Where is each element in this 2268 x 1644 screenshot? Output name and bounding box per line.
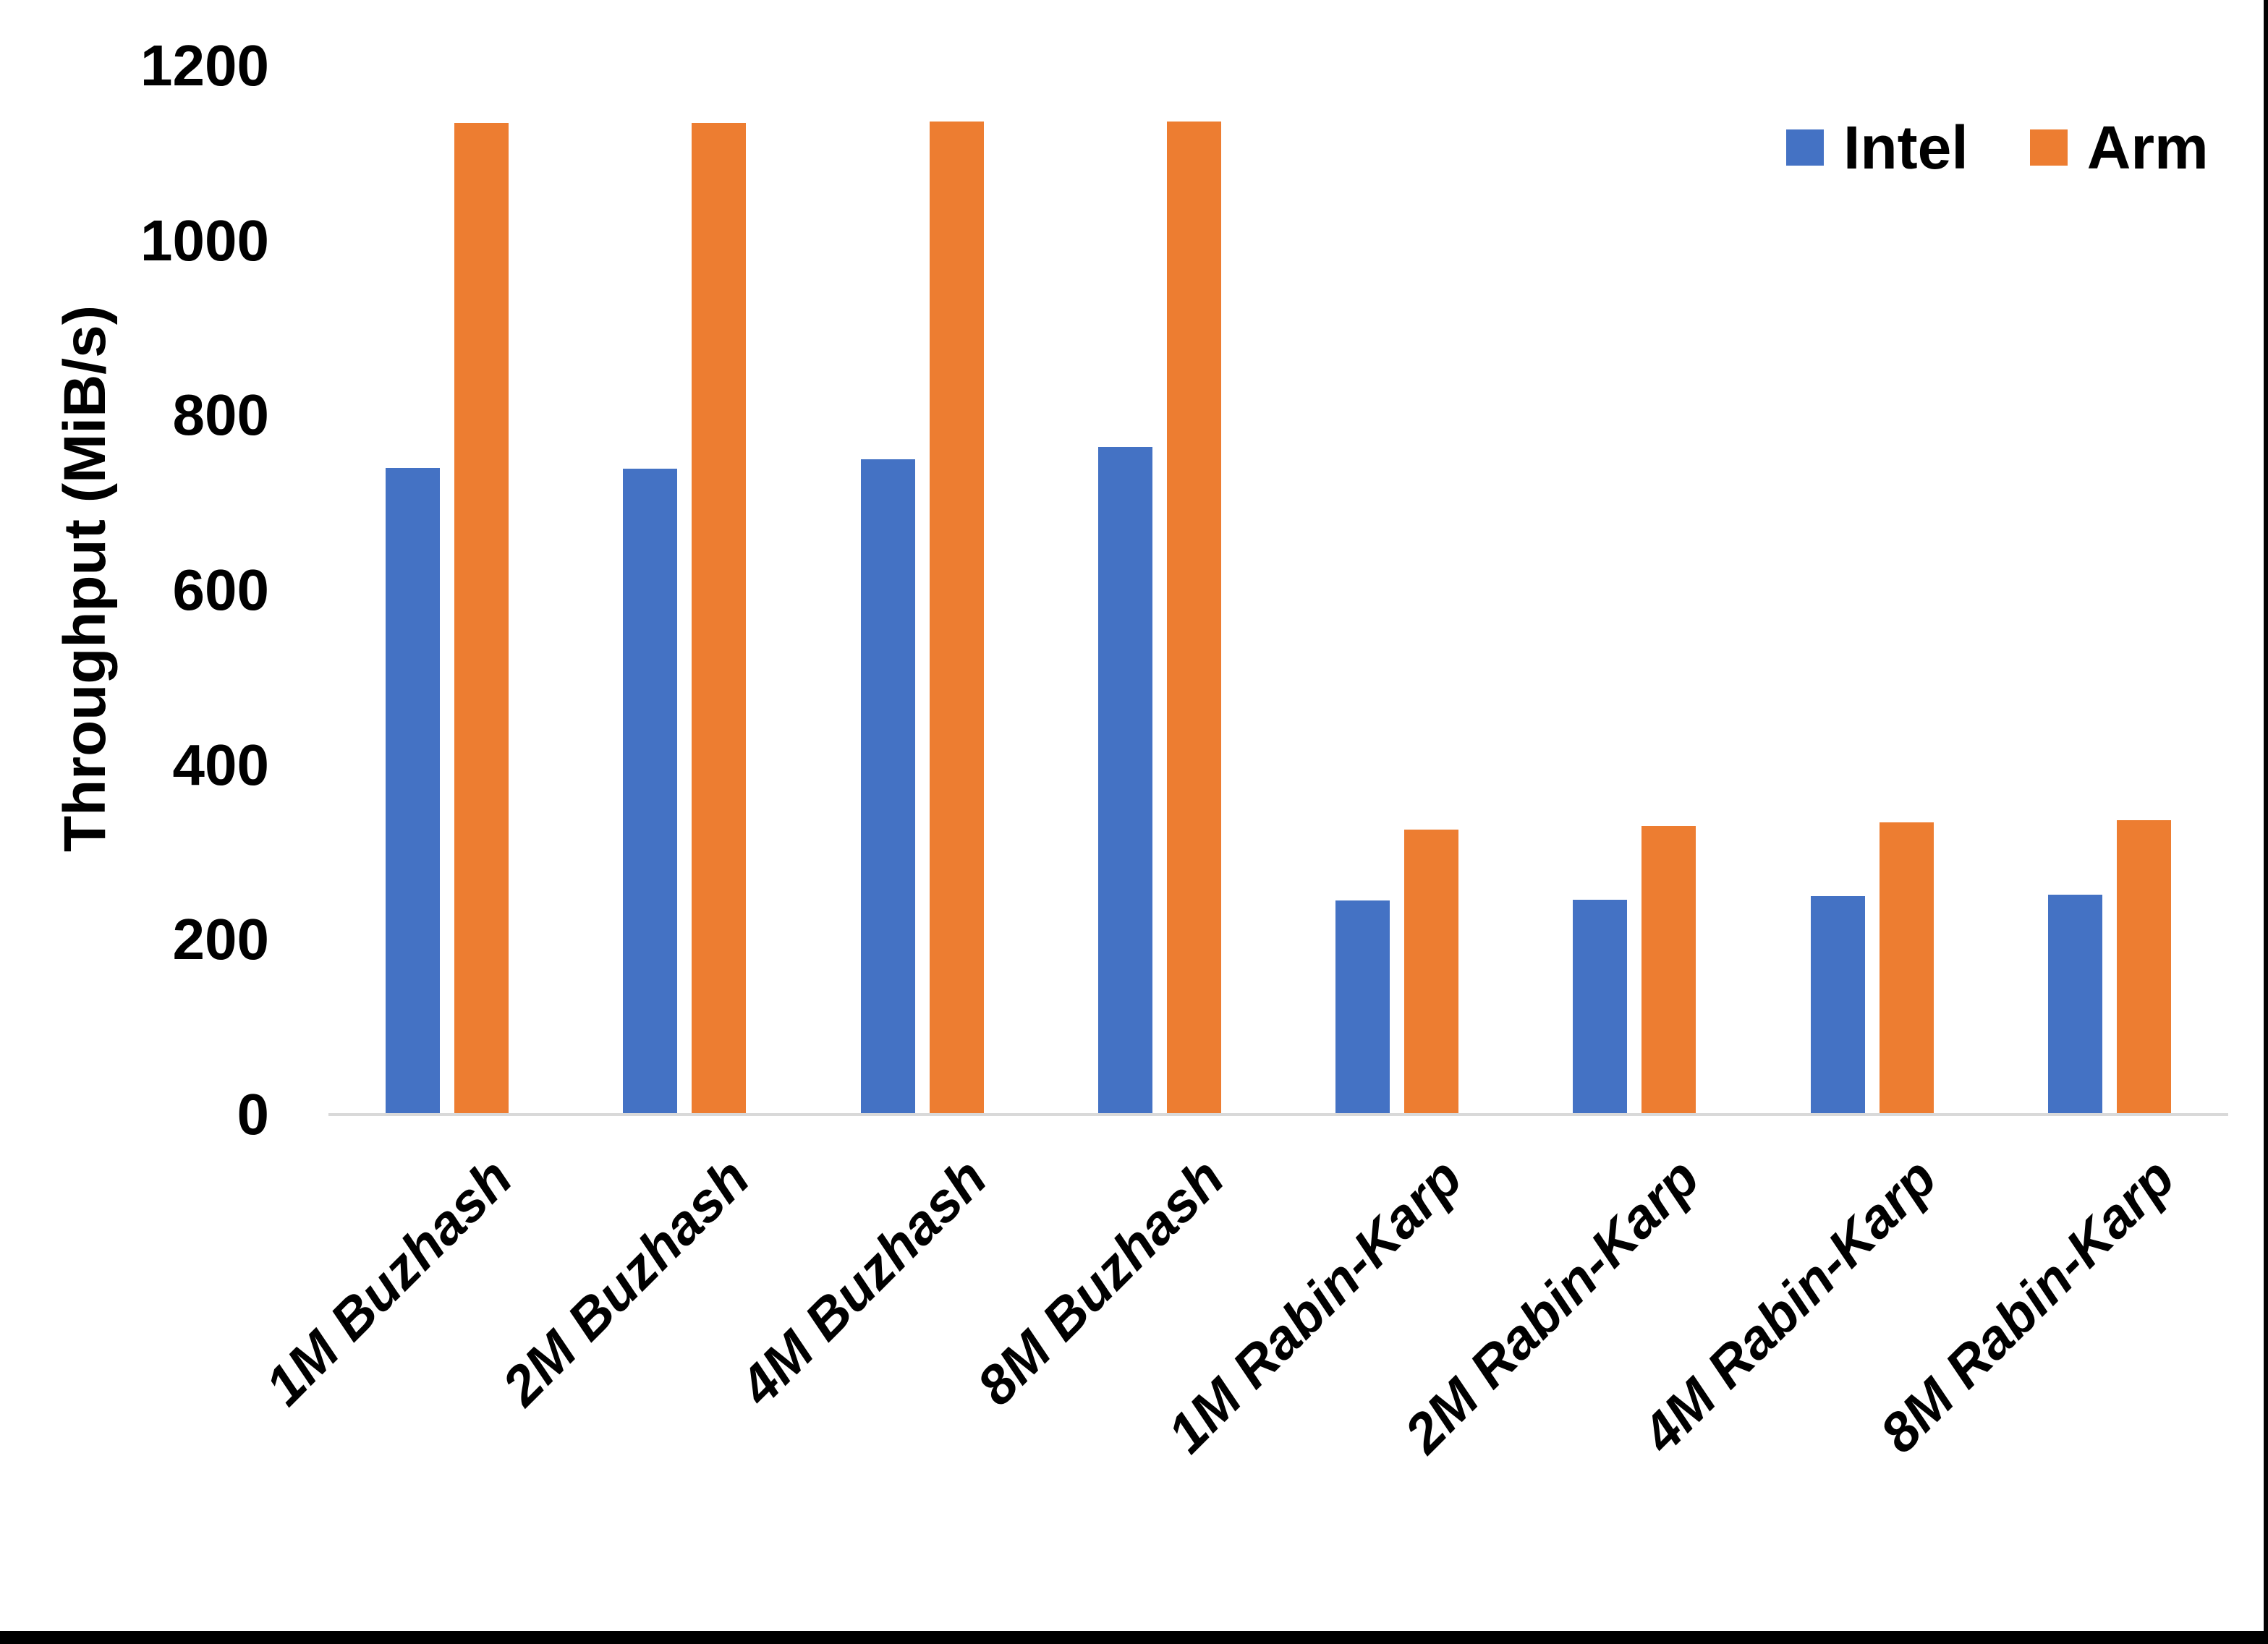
plot-area <box>328 66 2228 1115</box>
x-axis-category-label: 4M Buzhash <box>728 1146 999 1418</box>
arm-bar <box>692 122 747 1115</box>
arm-bar <box>929 122 984 1115</box>
arm-bar <box>1879 822 1934 1115</box>
intel-bar <box>1335 900 1390 1115</box>
arm-bar <box>1641 826 1696 1115</box>
bar-group <box>328 66 566 1115</box>
legend: Intel Arm <box>1786 113 2209 182</box>
y-axis-tick-label: 400 <box>172 732 269 797</box>
intel-bar <box>2047 894 2102 1115</box>
y-axis-tick-label: 200 <box>172 907 269 972</box>
legend-item-arm: Arm <box>2029 113 2209 182</box>
bar-group <box>1041 66 1278 1115</box>
page-right-border <box>2264 0 2268 1644</box>
bar-group <box>566 66 803 1115</box>
legend-swatch-arm <box>2029 129 2068 166</box>
y-axis-tick-label: 0 <box>237 1082 270 1146</box>
intel-bar <box>386 467 441 1115</box>
bar-group <box>1516 66 1753 1115</box>
legend-label-intel: Intel <box>1843 114 1968 182</box>
y-axis-tick-label: 600 <box>172 558 269 622</box>
x-axis-category-label: 2M Buzhash <box>490 1146 762 1418</box>
y-axis-title: Throughput (MiB/s) <box>52 304 118 853</box>
intel-bar <box>860 459 915 1115</box>
intel-bar <box>623 469 678 1115</box>
legend-item-intel: Intel <box>1786 113 1968 182</box>
bar-group <box>804 66 1041 1115</box>
legend-swatch-intel <box>1786 129 1824 166</box>
intel-bar <box>1810 895 1865 1115</box>
bar-group <box>1278 66 1516 1115</box>
y-axis-tick-label: 1200 <box>140 33 269 98</box>
x-axis-baseline <box>328 1113 2228 1116</box>
x-axis-category-label: 1M Buzhash <box>253 1146 524 1418</box>
intel-bar <box>1097 446 1152 1115</box>
bar-group <box>1754 66 1991 1115</box>
page-bottom-border <box>0 1631 2268 1644</box>
arm-bar <box>1166 122 1221 1115</box>
x-axis-category-label: 8M Buzhash <box>966 1146 1236 1418</box>
y-axis-tick-label: 1000 <box>140 208 269 273</box>
bar-group <box>1991 66 2228 1115</box>
y-axis-tick-label: 800 <box>172 383 269 448</box>
arm-bar <box>454 122 509 1115</box>
arm-bar <box>1404 830 1459 1115</box>
intel-bar <box>1573 899 1628 1115</box>
legend-label-arm: Arm <box>2086 114 2209 182</box>
arm-bar <box>2116 819 2171 1115</box>
